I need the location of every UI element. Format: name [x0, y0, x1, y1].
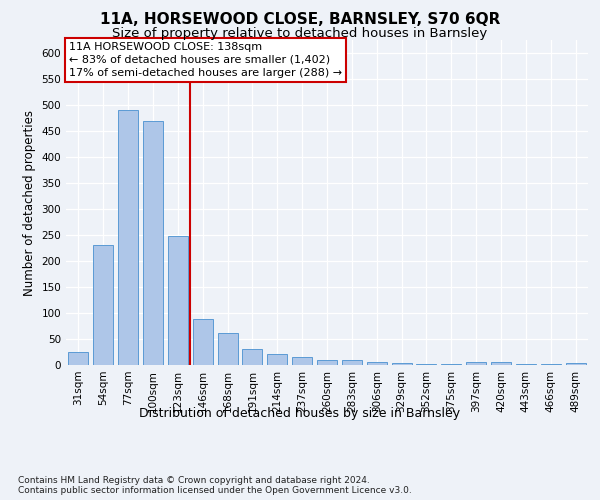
Bar — [118, 110, 138, 365]
Bar — [242, 350, 262, 365]
Bar — [342, 360, 362, 365]
Bar — [416, 364, 436, 365]
Bar — [442, 364, 461, 365]
Bar — [367, 362, 386, 365]
Bar — [218, 333, 238, 365]
Bar — [491, 362, 511, 365]
Bar — [566, 364, 586, 365]
Bar — [466, 362, 486, 365]
Text: Distribution of detached houses by size in Barnsley: Distribution of detached houses by size … — [139, 408, 461, 420]
Bar — [541, 364, 560, 365]
Bar — [317, 360, 337, 365]
Y-axis label: Number of detached properties: Number of detached properties — [23, 110, 36, 296]
Bar — [168, 236, 188, 365]
Bar — [68, 352, 88, 365]
Text: 11A, HORSEWOOD CLOSE, BARNSLEY, S70 6QR: 11A, HORSEWOOD CLOSE, BARNSLEY, S70 6QR — [100, 12, 500, 28]
Bar — [392, 364, 412, 365]
Bar — [516, 364, 536, 365]
Bar — [268, 354, 287, 365]
Text: Size of property relative to detached houses in Barnsley: Size of property relative to detached ho… — [112, 28, 488, 40]
Bar — [143, 120, 163, 365]
Text: Contains HM Land Registry data © Crown copyright and database right 2024.
Contai: Contains HM Land Registry data © Crown c… — [18, 476, 412, 495]
Bar — [193, 319, 212, 365]
Bar — [292, 357, 312, 365]
Bar — [94, 246, 113, 365]
Text: 11A HORSEWOOD CLOSE: 138sqm
← 83% of detached houses are smaller (1,402)
17% of : 11A HORSEWOOD CLOSE: 138sqm ← 83% of det… — [68, 42, 342, 78]
